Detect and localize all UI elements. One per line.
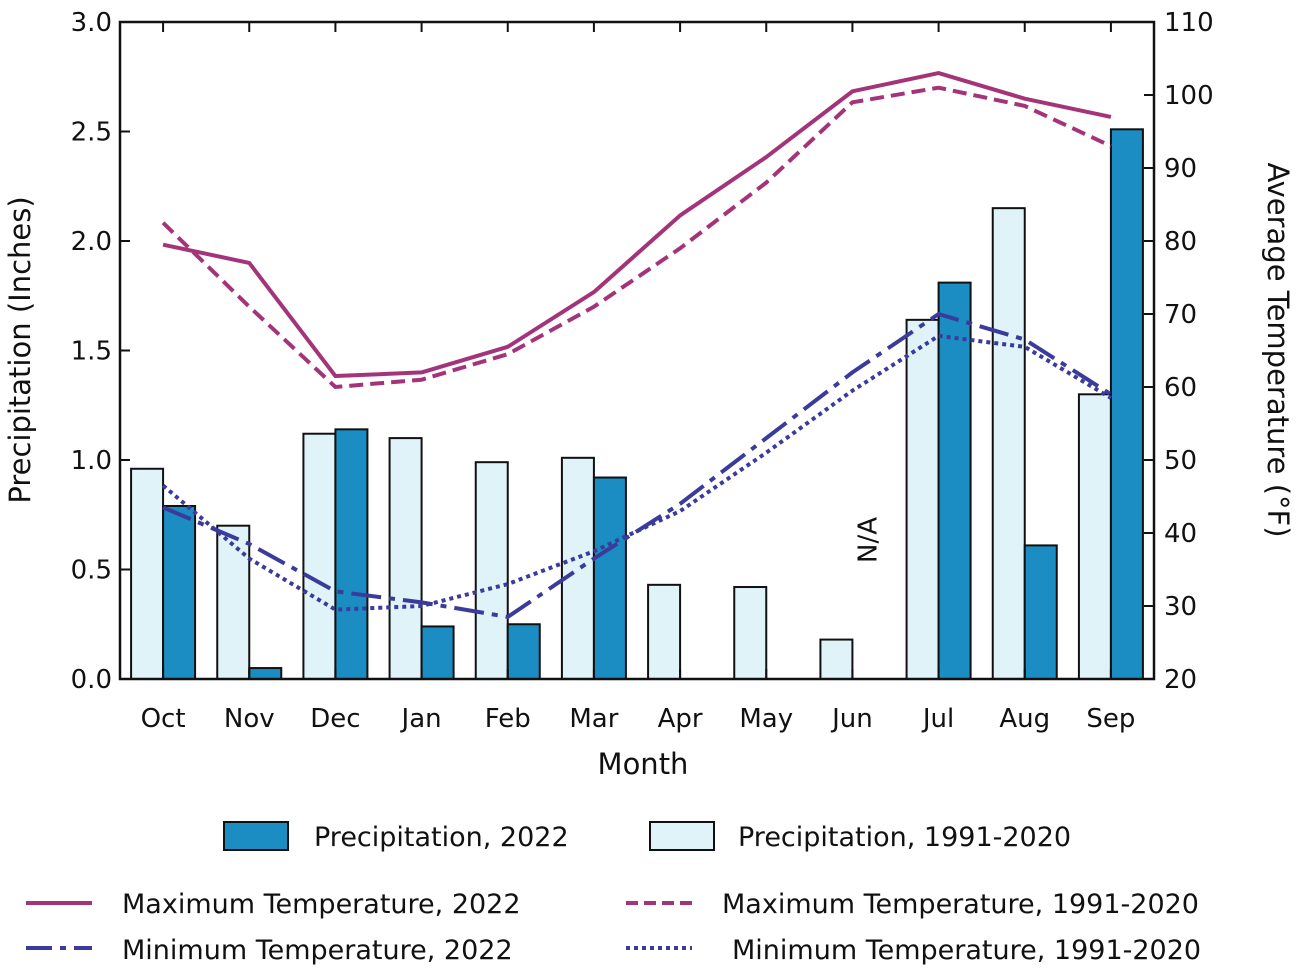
bars-precipitation-2022 [162,128,1144,681]
x-axis-title: Month [598,747,689,781]
x-tick-label-may: May [739,704,793,734]
x-tick-label-jul: Jul [921,704,954,734]
bar-precipitation-1991-2020-nov [216,524,251,681]
y-right-tick-label: 20 [1164,665,1197,695]
legend-label-max-normal: Maximum Temperature, 1991-2020 [722,889,1199,920]
na-annotation: N/A [853,517,883,563]
y-axis-right-title: Average Temperature (°F) [1261,162,1295,537]
bar-precipitation-2022-nov [248,667,283,680]
axis-ticks [120,21,1154,680]
axis-tick-labels: 0.0 0.5 1.0 1.5 2.0 2.5 3.0 20 30 40 50 60 70 80 90 100… [71,8,1214,734]
legend-label-precip-normal: Precipitation, 1991-2020 [738,822,1071,853]
y-right-tick-label: 110 [1164,8,1214,38]
y-left-tick-label: 0.0 [71,665,112,695]
y-right-tick-label: 70 [1164,300,1197,330]
bar-precipitation-1991-2020-dec [302,432,337,680]
bar-precipitation-1991-2020-may [733,586,768,681]
y-axis-left-title: Precipitation (Inches) [3,196,37,503]
y-right-tick-label: 100 [1164,81,1214,111]
bar-precipitation-2022-jul [937,281,972,680]
line-maximum-temperature-2022 [162,71,1112,379]
bar-precipitation-2022-oct [162,504,197,680]
legend-label-min-2022: Minimum Temperature, 2022 [122,935,513,966]
y-left-tick-label: 0.5 [71,556,112,586]
bar-precipitation-1991-2020-jul [905,318,940,680]
y-right-tick-label: 30 [1164,592,1197,622]
x-tick-label-sep: Sep [1086,704,1135,734]
x-tick-label-mar: Mar [569,704,618,734]
x-tick-label-apr: Apr [658,704,703,734]
temperature-lines [161,71,1112,619]
bar-precipitation-2022-feb [506,623,541,680]
legend-swatch-precip-2022 [223,821,289,851]
y-left-tick-label: 2.0 [71,227,112,257]
bars-precipitation-1991-2020 [130,207,1112,681]
x-tick-label-oct: Oct [141,704,186,734]
line-maximum-temperature-1991-2020 [161,85,1112,389]
bar-precipitation-1991-2020-oct [130,467,165,681]
bar-precipitation-1991-2020-feb [474,461,509,680]
legend-label-precip-2022: Precipitation, 2022 [314,822,569,853]
bar-precipitation-2022-sep [1109,128,1144,680]
bar-precipitation-2022-mar [592,476,627,680]
x-tick-label-nov: Nov [224,704,275,734]
x-tick-label-feb: Feb [485,704,531,734]
bar-precipitation-2022-aug [1023,544,1058,680]
y-left-tick-label: 1.0 [71,446,112,476]
bar-precipitation-1991-2020-aug [991,207,1026,680]
legend-swatch-precip-normal [649,821,715,851]
legend-label-min-normal: Minimum Temperature, 1991-2020 [732,935,1201,966]
bar-precipitation-1991-2020-jan [388,437,423,680]
y-left-tick-label: 3.0 [71,8,112,38]
x-tick-label-dec: Dec [310,704,360,734]
y-left-tick-label: 1.5 [71,337,112,367]
y-right-tick-label: 40 [1164,519,1197,549]
bar-precipitation-1991-2020-sep [1077,393,1112,680]
bar-precipitation-1991-2020-apr [647,583,682,681]
bar-precipitation-2022-jan [420,625,455,681]
x-tick-label-jun: Jun [830,704,873,734]
y-left-tick-label: 2.5 [71,118,112,148]
bar-precipitation-2022-dec [334,428,369,680]
bar-precipitation-1991-2020-mar [560,456,595,680]
legend: Precipitation, 2022 Precipitation, 1991-… [26,821,1201,966]
legend-label-max-2022: Maximum Temperature, 2022 [122,889,521,920]
y-right-tick-label: 80 [1164,227,1197,257]
y-right-tick-label: 60 [1164,373,1197,403]
bar-precipitation-1991-2020-jun [819,638,854,681]
line-minimum-temperature-1991-2020 [161,333,1112,612]
x-tick-label-aug: Aug [999,704,1050,734]
y-right-tick-label: 90 [1164,154,1197,184]
y-right-tick-label: 50 [1164,446,1197,476]
x-tick-label-jan: Jan [400,704,442,734]
